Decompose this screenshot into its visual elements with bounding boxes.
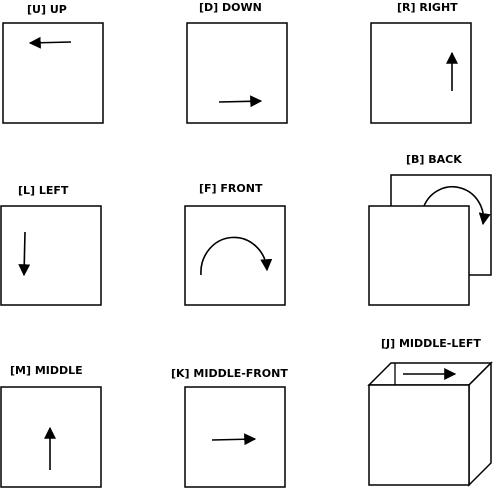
panel-up: [U] UP xyxy=(2,3,104,124)
panel-front-label: [F] FRONT xyxy=(199,182,263,195)
panel-back-label: [B] BACK xyxy=(406,153,462,166)
panel-down-label: [D] DOWN xyxy=(199,1,262,14)
panel-middle-left-label: [J] MIDDLE-LEFT xyxy=(381,337,481,350)
front-face-square xyxy=(368,205,470,306)
arrow-right-icon xyxy=(211,433,257,446)
face-square xyxy=(0,386,102,488)
panel-back: [B] BACK xyxy=(368,153,492,306)
face-square xyxy=(184,386,286,488)
clockwise-rotation-icon xyxy=(423,186,491,226)
panel-down: [D] DOWN xyxy=(186,1,288,124)
face-square xyxy=(370,22,472,124)
face-square xyxy=(184,205,286,306)
arrow-left-icon xyxy=(28,36,72,49)
arrow-down-icon xyxy=(18,231,31,277)
panel-right: [R] RIGHT xyxy=(370,1,472,124)
panel-left-label: [L] LEFT xyxy=(18,184,69,197)
panel-middle-front-label: [K] MIDDLE-FRONT xyxy=(171,367,288,380)
clockwise-rotation-icon xyxy=(200,236,273,276)
arrow-right-icon xyxy=(218,95,263,108)
panel-middle-left: [J] MIDDLE-LEFT xyxy=(367,337,493,487)
panel-right-label: [R] RIGHT xyxy=(397,1,458,14)
cube-front-face xyxy=(368,384,470,486)
panel-front: [F] FRONT xyxy=(184,182,286,306)
panel-middle-front: [K] MIDDLE-FRONT xyxy=(171,367,288,488)
cube-side-face xyxy=(468,361,492,487)
panel-middle: [M] MIDDLE xyxy=(0,364,102,488)
face-square xyxy=(186,22,288,124)
panel-left: [L] LEFT xyxy=(0,184,102,306)
panel-up-label: [U] UP xyxy=(27,3,67,16)
face-square xyxy=(2,22,104,124)
face-square xyxy=(0,205,102,306)
panel-middle-label: [M] MIDDLE xyxy=(10,364,83,377)
